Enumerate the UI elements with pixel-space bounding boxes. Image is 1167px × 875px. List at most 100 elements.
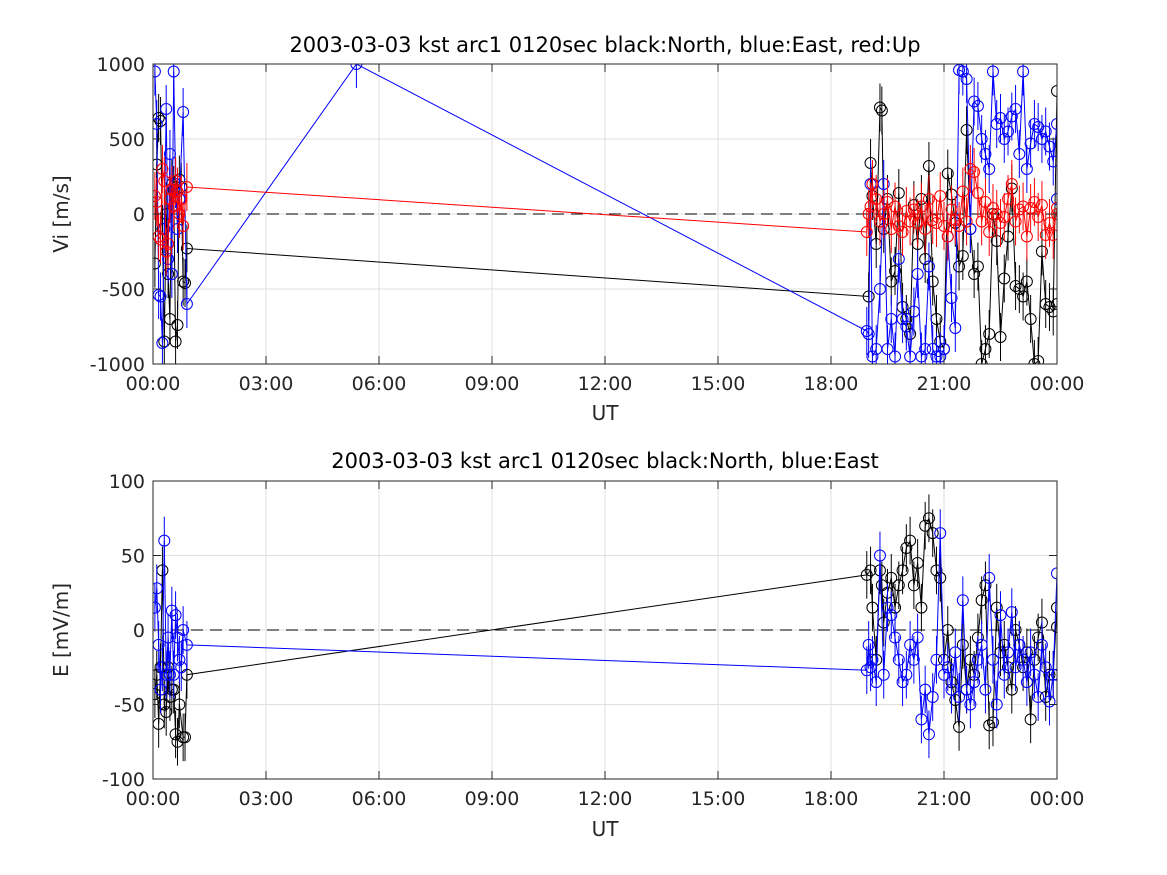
e-field-data-point xyxy=(889,631,902,644)
vi-data-point xyxy=(154,290,167,303)
vi-data-point xyxy=(1039,125,1052,138)
e-field-data-point xyxy=(956,594,969,607)
vi-data-point xyxy=(1051,85,1057,97)
vi-chart-title: 2003-03-03 kst arc1 0120sec black:North,… xyxy=(289,33,920,57)
e-field-data-point xyxy=(1024,646,1037,659)
vi-data-point xyxy=(177,106,190,118)
vi-data-point xyxy=(1043,140,1056,153)
vi-data-point xyxy=(153,190,161,202)
vi-data-point xyxy=(994,217,1007,229)
vi-data-point xyxy=(177,275,190,288)
vi-data-point xyxy=(877,208,890,220)
vi-data-point xyxy=(153,65,161,78)
vi-data-point xyxy=(866,178,879,190)
vi-data-point xyxy=(907,203,920,216)
e-field-x-tick-label: 06:00 xyxy=(352,788,407,810)
e-field-data-point xyxy=(162,631,175,644)
vi-data-point xyxy=(1032,211,1045,223)
e-field-data-point xyxy=(169,728,182,741)
e-field-data-point xyxy=(862,638,875,651)
e-field-chart-title: 2003-03-03 kst arc1 0120sec black:North,… xyxy=(331,449,879,473)
vi-x-tick-label: 12:00 xyxy=(578,373,633,395)
vi-data-point xyxy=(177,220,190,232)
vi-data-point xyxy=(971,187,984,199)
vi-x-tick-label: 06:00 xyxy=(352,373,407,395)
e-field-y-axis-label: E [mV/m] xyxy=(49,583,73,677)
e-field-data-point xyxy=(1028,668,1041,681)
e-field-data-point xyxy=(934,527,947,540)
vi-data-point xyxy=(1035,133,1048,145)
e-field-data-point xyxy=(904,638,917,651)
vi-data-point xyxy=(875,104,888,117)
vi-data-point xyxy=(922,160,935,172)
vi-data-point xyxy=(986,202,999,214)
vi-data-point xyxy=(900,205,913,217)
vi-data-point xyxy=(1002,193,1015,205)
e-field-data-point xyxy=(915,601,928,614)
vi-data-point xyxy=(922,260,935,273)
vi-data-point xyxy=(1047,305,1057,318)
e-field-x-tick-label: 00:00 xyxy=(1030,788,1085,810)
e-field-data-point xyxy=(173,698,186,711)
e-field-data-point xyxy=(889,601,902,614)
vi-data-point xyxy=(956,250,969,262)
vi-data-point xyxy=(896,226,909,238)
vi-data-point xyxy=(934,350,947,363)
vi-data-point xyxy=(163,148,176,160)
vi-data-point xyxy=(964,163,977,175)
e-field-data-point xyxy=(968,676,981,689)
vi-data-point xyxy=(892,220,905,232)
e-field-data-point xyxy=(1013,638,1026,651)
vi-data-point xyxy=(892,253,905,265)
vi-data-point xyxy=(911,268,924,280)
e-field-data-point xyxy=(956,638,969,651)
vi-data-point xyxy=(1035,199,1048,211)
vi-data-point xyxy=(1017,200,1030,213)
vi-data-point xyxy=(1043,301,1056,313)
e-field-data-point xyxy=(983,571,996,584)
vi-data-point xyxy=(953,220,966,232)
vi-data-point xyxy=(960,215,973,228)
vi-data-point xyxy=(153,196,163,208)
e-field-data-point xyxy=(1039,661,1052,674)
vi-data-point xyxy=(971,100,984,112)
vi-y-tick-label: 500 xyxy=(109,129,145,151)
vi-x-tick-label: 00:00 xyxy=(126,373,181,395)
e-field-data-point xyxy=(1051,668,1057,681)
vi-x-tick-label: 03:00 xyxy=(239,373,294,395)
e-field-data-point xyxy=(990,601,1003,614)
vi-data-point xyxy=(1017,290,1030,303)
vi-data-point xyxy=(1047,155,1057,168)
vi-data-point xyxy=(941,230,954,243)
vi-data-point xyxy=(907,305,920,318)
vi-data-point xyxy=(945,292,958,304)
e-field-x-tick-label: 03:00 xyxy=(239,788,294,810)
e-field-data-point xyxy=(953,720,966,733)
e-field-data-point xyxy=(1009,661,1022,674)
vi-data-point xyxy=(885,223,898,235)
e-field-data-point xyxy=(998,668,1011,681)
vi-data-point xyxy=(167,65,180,78)
vi-y-tick-label: 1000 xyxy=(97,54,145,76)
vi-data-point xyxy=(860,226,873,238)
vi-data-point xyxy=(156,337,169,349)
vi-data-point xyxy=(1043,217,1056,229)
vi-x-tick-label: 18:00 xyxy=(804,373,859,395)
e-field-data-point xyxy=(1017,653,1030,666)
e-field-x-tick-label: 15:00 xyxy=(691,788,746,810)
e-field-data-point xyxy=(938,668,950,681)
vi-x-tick-label: 09:00 xyxy=(465,373,520,395)
e-field-data-point xyxy=(949,694,962,707)
vi-data-point xyxy=(975,215,988,228)
e-field-data-point xyxy=(892,653,905,666)
vi-data-point xyxy=(979,148,992,160)
e-field-y-tick-label: 100 xyxy=(109,471,145,493)
e-field-data-point xyxy=(975,594,988,607)
vi-data-point xyxy=(156,163,169,175)
e-field-data-point xyxy=(173,653,186,666)
vi-series-up xyxy=(153,145,1057,276)
vi-data-point xyxy=(1009,280,1022,292)
e-field-x-tick-label: 00:00 xyxy=(126,788,181,810)
vi-x-tick-label: 21:00 xyxy=(917,373,972,395)
e-field-data-point xyxy=(900,668,913,681)
